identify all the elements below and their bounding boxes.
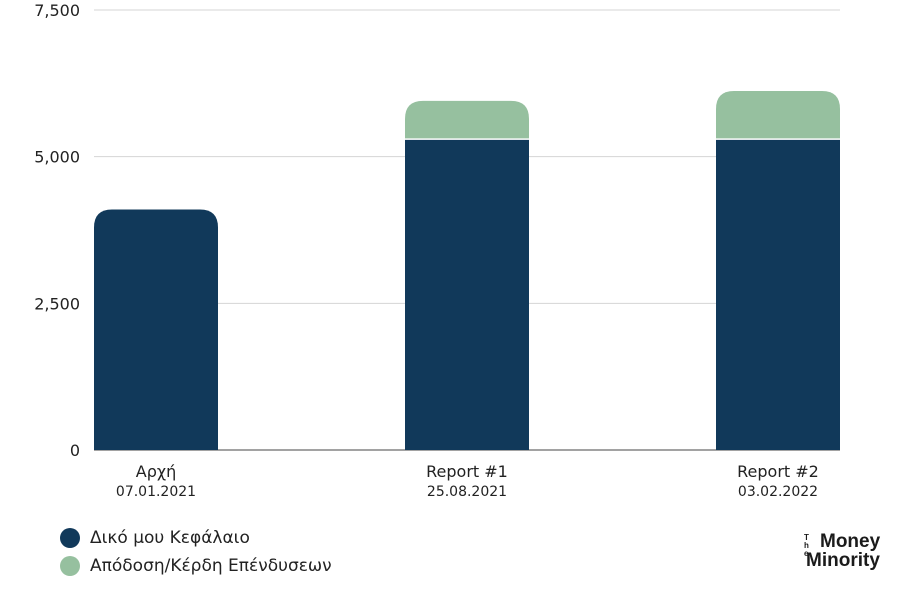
logo-minority-text: Minority	[806, 550, 880, 571]
x-tick-date-label: 25.08.2021	[427, 484, 507, 500]
legend-item-capital: Δικό μου Κεφάλαιο	[60, 524, 332, 552]
x-tick-label: Report #1	[426, 462, 508, 481]
x-tick-label: Report #2	[737, 462, 819, 481]
bar-capital	[94, 209, 218, 450]
money-minority-logo: The Money Minority	[804, 532, 894, 576]
legend-label-capital: Δικό μου Κεφάλαιο	[90, 528, 250, 548]
legend-label-returns: Απόδοση/Κέρδη Επένδυσεων	[90, 556, 332, 576]
x-tick-date-label: 07.01.2021	[116, 484, 196, 500]
x-tick-label: Αρχή	[136, 462, 176, 481]
legend-item-returns: Απόδοση/Κέρδη Επένδυσεων	[60, 552, 332, 580]
y-tick-label: 5,000	[34, 148, 80, 167]
bar-returns	[716, 90, 840, 140]
y-tick-label: 2,500	[34, 294, 80, 313]
bar-capital	[716, 139, 840, 451]
logo-the-text: The	[804, 533, 809, 558]
y-tick-label: 0	[70, 441, 80, 460]
y-tick-label: 7,500	[34, 1, 80, 20]
legend-swatch-capital	[60, 528, 80, 548]
bar-returns	[405, 100, 529, 140]
logo-money-text: Money	[820, 531, 881, 552]
legend-swatch-returns	[60, 556, 80, 576]
bar-capital	[405, 139, 529, 451]
x-tick-date-label: 03.02.2022	[738, 484, 818, 500]
legend: Δικό μου Κεφάλαιο Απόδοση/Κέρδη Επένδυσε…	[60, 524, 332, 580]
